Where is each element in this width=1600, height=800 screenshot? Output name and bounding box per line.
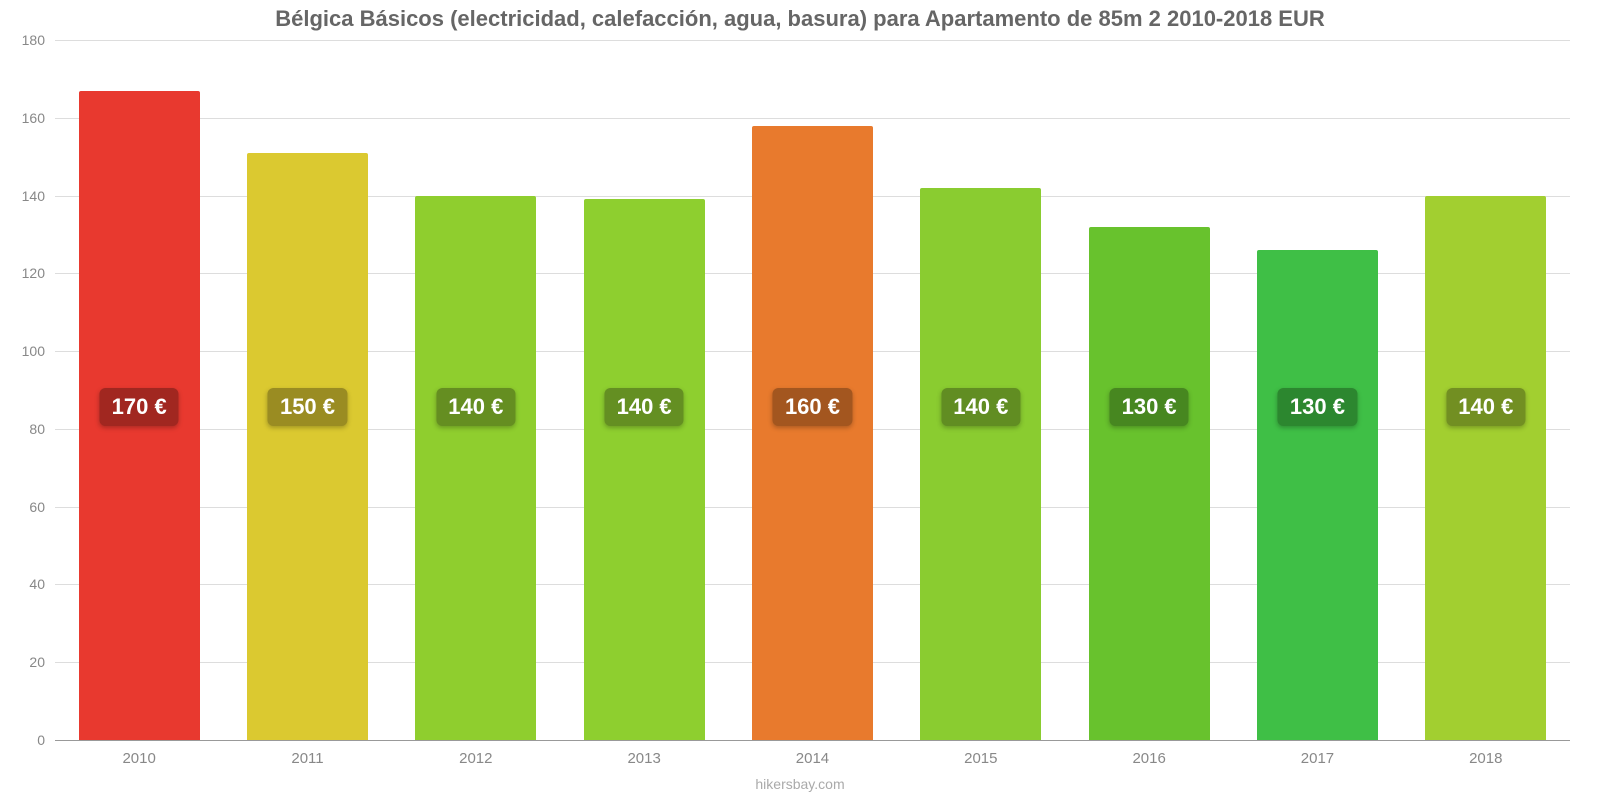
y-tick-label: 180 — [22, 32, 55, 48]
value-badge: 140 € — [605, 388, 684, 426]
x-tick-label: 2011 — [291, 750, 323, 767]
x-tick-label: 2017 — [1301, 750, 1334, 767]
bar — [1425, 196, 1546, 740]
gridline: 0 — [55, 740, 1570, 741]
plot-area: 020406080100120140160180 170 €2010150 €2… — [55, 40, 1570, 740]
chart-container: Bélgica Básicos (electricidad, calefacci… — [0, 0, 1600, 800]
bar-slot: 140 €2015 — [897, 40, 1065, 740]
y-tick-label: 20 — [29, 654, 55, 670]
bar — [415, 196, 536, 740]
y-tick-label: 160 — [22, 110, 55, 126]
y-tick-label: 100 — [22, 343, 55, 359]
value-badge: 170 € — [100, 388, 179, 426]
x-tick-label: 2012 — [459, 750, 492, 767]
bar-slot: 140 €2013 — [560, 40, 728, 740]
bar-slot: 170 €2010 — [55, 40, 223, 740]
value-badge: 140 € — [941, 388, 1020, 426]
x-tick-label: 2013 — [627, 750, 660, 767]
x-tick-label: 2015 — [964, 750, 997, 767]
bar-slot: 140 €2012 — [392, 40, 560, 740]
bar-slot: 130 €2016 — [1065, 40, 1233, 740]
y-tick-label: 0 — [37, 732, 55, 748]
bars-layer: 170 €2010150 €2011140 €2012140 €2013160 … — [55, 40, 1570, 740]
y-tick-label: 40 — [29, 576, 55, 592]
value-badge: 130 € — [1110, 388, 1189, 426]
y-tick-label: 140 — [22, 188, 55, 204]
bar — [1257, 250, 1378, 740]
x-tick-label: 2014 — [796, 750, 829, 767]
x-tick-label: 2016 — [1132, 750, 1165, 767]
x-tick-label: 2010 — [122, 750, 155, 767]
bar — [752, 126, 873, 740]
bar-slot: 160 €2014 — [728, 40, 896, 740]
value-badge: 140 € — [1446, 388, 1525, 426]
y-tick-label: 60 — [29, 499, 55, 515]
bar-slot: 150 €2011 — [223, 40, 391, 740]
value-badge: 130 € — [1278, 388, 1357, 426]
bar — [1089, 227, 1210, 740]
value-badge: 160 € — [773, 388, 852, 426]
y-tick-label: 120 — [22, 265, 55, 281]
y-tick-label: 80 — [29, 421, 55, 437]
bar-slot: 140 €2018 — [1402, 40, 1570, 740]
attribution: hikersbay.com — [0, 776, 1600, 792]
bar — [920, 188, 1041, 740]
bar-slot: 130 €2017 — [1233, 40, 1401, 740]
x-tick-label: 2018 — [1469, 750, 1502, 767]
bar — [247, 153, 368, 740]
bar — [584, 199, 705, 740]
value-badge: 150 € — [268, 388, 347, 426]
value-badge: 140 € — [436, 388, 515, 426]
chart-title: Bélgica Básicos (electricidad, calefacci… — [0, 6, 1600, 32]
